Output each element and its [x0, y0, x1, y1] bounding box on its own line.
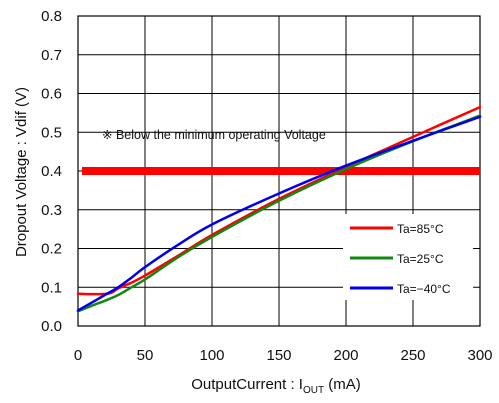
x-tick-label: 300: [467, 347, 492, 364]
series-group: [76, 105, 482, 313]
x-tick-label: 0: [74, 347, 82, 364]
y-tick-label: 0.3: [41, 202, 62, 219]
legend-label-0: Ta=85°C: [397, 222, 444, 236]
y-tick-label: 0.7: [41, 47, 62, 64]
y-tick-label: 0.0: [41, 318, 62, 335]
y-tick-label: 0.4: [41, 163, 62, 180]
tick-labels: 0 50 100 150 200 250 300 0.0 0.1 0.2 0.3 0.4 0.5 0.6 0…: [41, 8, 492, 364]
x-tick-label: 50: [137, 347, 154, 364]
x-tick-label: 250: [400, 347, 425, 364]
x-tick-label: 150: [266, 347, 291, 364]
x-axis-label-subscript: OUT: [303, 385, 324, 396]
legend-label-2: Ta=−40°C: [397, 282, 451, 296]
y-tick-label: 0.5: [41, 124, 62, 141]
x-tick-label: 200: [333, 347, 358, 364]
y-tick-label: 0.6: [41, 86, 62, 103]
x-tick-label: 100: [199, 347, 224, 364]
annotation-text: ※ Below the minimum operating Voltage: [102, 128, 326, 142]
y-tick-label: 0.8: [41, 8, 62, 25]
series-line-2: [76, 115, 482, 312]
x-axis-label-unit: (mA): [324, 376, 361, 393]
y-axis-label: Dropout Voltage : Vdif (V): [13, 87, 30, 257]
x-axis-label: OutputCurrent : IOUT (mA): [191, 376, 361, 396]
x-axis-label-main: OutputCurrent : I: [191, 376, 303, 393]
legend-label-1: Ta=25°C: [397, 252, 444, 266]
y-tick-label: 0.1: [41, 279, 62, 296]
legend: Ta=85°C Ta=25°C Ta=−40°C: [343, 214, 473, 300]
series-line-1: [76, 114, 482, 313]
y-tick-label: 0.2: [41, 241, 62, 258]
